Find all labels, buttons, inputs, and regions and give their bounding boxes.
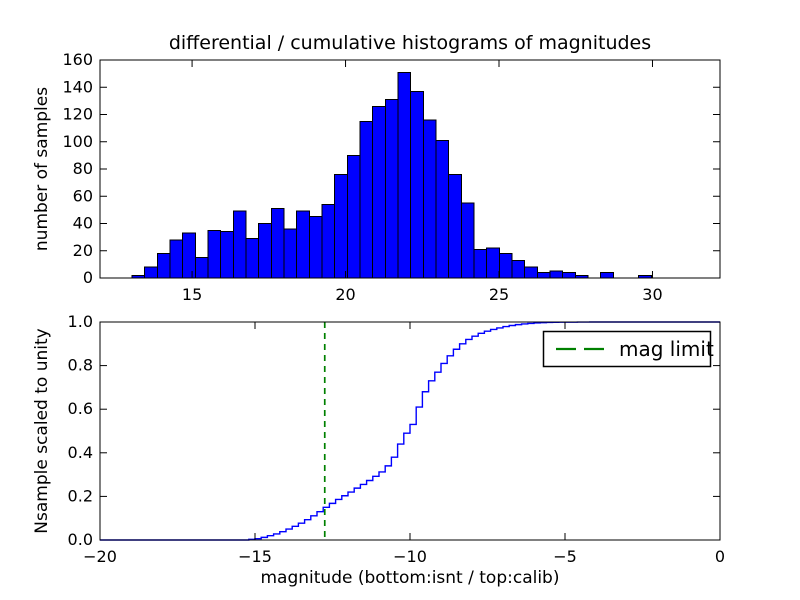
histogram-bar (283, 228, 298, 279)
histogram-bar (448, 173, 462, 279)
axes-frame (99, 59, 721, 279)
histogram-bars (131, 71, 652, 279)
cumulative-curve (100, 321, 720, 541)
y-tick-label: 0 (83, 268, 93, 287)
histogram-bar (536, 272, 551, 279)
histogram-bar (334, 173, 348, 279)
y-tick-label: 40 (73, 214, 93, 233)
histogram-bar (346, 154, 361, 279)
histogram-bar (600, 272, 614, 279)
x-tick-label: −20 (83, 547, 117, 566)
y-tick-label: 0.0 (68, 530, 93, 549)
x-tick-label: −5 (553, 547, 577, 566)
histogram-bar (473, 248, 488, 279)
x-tick-label: 25 (489, 285, 509, 304)
y-tick-label: 1.0 (68, 312, 93, 331)
histogram-bar (359, 120, 374, 279)
histogram-bar (182, 232, 196, 279)
x-tick-label: 20 (335, 285, 355, 304)
histogram-bar (270, 208, 285, 279)
y-tick-label: 0.8 (68, 356, 93, 375)
histogram-bar (562, 272, 576, 279)
histogram-bar (498, 252, 513, 279)
y-tick-label: 120 (62, 105, 93, 124)
histogram-bar (460, 202, 475, 279)
histogram-bar (232, 210, 247, 279)
legend: mag limit (542, 330, 714, 368)
histogram-bar (422, 119, 437, 279)
y-tick-label: 80 (73, 159, 93, 178)
histogram-bar (397, 71, 412, 279)
histogram-bar (511, 259, 526, 279)
y-tick-label: 140 (62, 77, 93, 96)
histogram-bar (435, 139, 450, 279)
histogram-bar (194, 257, 209, 279)
y-tick-label: 0.4 (68, 443, 93, 462)
histogram-bar (156, 252, 171, 279)
histogram-bar (207, 229, 222, 279)
bottom-subplot: −20 −15 −10 −5 0 0.0 0.2 0.4 0.6 0.8 1.0 magnitude … (32, 312, 725, 588)
histogram-bar (296, 210, 310, 279)
histogram-bar (321, 203, 336, 279)
chart-title: differential / cumulative histograms of … (169, 32, 651, 54)
x-tick-label: 30 (642, 285, 662, 304)
histogram-bar (169, 239, 184, 279)
histogram-bar (410, 90, 424, 279)
histogram-bar (372, 105, 386, 279)
x-tick-label: 15 (182, 285, 202, 304)
y-tick-label: 0.2 (68, 486, 93, 505)
y-tick-label: 160 (62, 50, 93, 69)
histogram-bar (144, 266, 158, 279)
x-axis-label: magnitude (bottom:isnt / top:calib) (261, 568, 560, 588)
y-axis-label: number of samples (32, 87, 52, 251)
histogram-bar (524, 266, 538, 279)
y-tick-label: 0.6 (68, 399, 93, 418)
y-axis-label: Nsample scaled to unity (32, 328, 52, 533)
axes-frame (99, 321, 721, 541)
histogram-bar (486, 247, 500, 279)
histogram-bar (308, 216, 323, 279)
top-subplot: 15 20 25 30 0 20 40 60 80 100 120 140 160 differentia… (32, 32, 721, 304)
histogram-bar (384, 99, 399, 279)
x-tick-label: −10 (393, 547, 427, 566)
y-tick-label: 60 (73, 186, 93, 205)
x-tick-label: 0 (715, 547, 725, 566)
histogram-bar (258, 223, 272, 279)
y-tick-label: 100 (62, 132, 93, 151)
histogram-bar (245, 237, 260, 279)
x-tick-label: −15 (238, 547, 272, 566)
histogram-bar (549, 270, 564, 279)
histogram-bar (220, 231, 234, 279)
y-tick-label: 20 (73, 241, 93, 260)
legend-label: mag limit (619, 337, 714, 361)
